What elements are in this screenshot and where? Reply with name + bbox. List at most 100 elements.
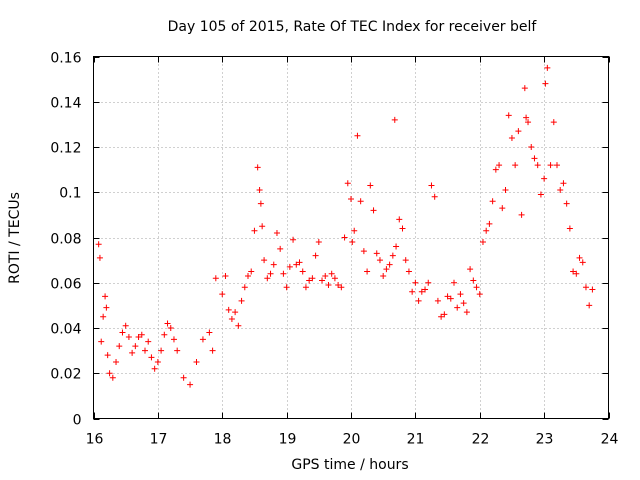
data-point (566, 225, 573, 232)
data-point (425, 279, 432, 286)
data-point (476, 291, 483, 298)
data-point (576, 254, 583, 261)
data-point (235, 322, 242, 329)
data-point (280, 270, 287, 277)
x-tick-label: 24 (601, 432, 619, 448)
data-point (541, 175, 548, 182)
data-point (589, 286, 596, 293)
data-point (389, 252, 396, 259)
data-point (319, 277, 326, 284)
points-layer (95, 64, 596, 388)
data-point (544, 64, 551, 71)
data-point (348, 196, 354, 203)
data-point (138, 331, 145, 338)
data-point (119, 329, 126, 336)
data-point (95, 241, 102, 248)
data-point (228, 315, 235, 322)
data-point (98, 338, 105, 345)
data-point (148, 354, 155, 361)
data-point (418, 288, 425, 295)
data-point (399, 225, 406, 232)
data-point (523, 114, 530, 121)
data-point (164, 320, 171, 327)
data-point (473, 284, 480, 291)
x-tick-label: 23 (536, 432, 554, 448)
data-point (557, 186, 564, 193)
data-point (454, 304, 461, 311)
data-point (554, 162, 560, 169)
data-point (467, 266, 474, 273)
data-point (309, 275, 316, 282)
data-point (499, 205, 506, 212)
data-point (259, 223, 266, 230)
data-point (560, 180, 567, 187)
data-point (116, 343, 123, 350)
y-tick-label: 0.14 (50, 96, 81, 112)
data-point (364, 268, 371, 275)
data-point (180, 374, 187, 381)
x-tick-label: 22 (472, 432, 490, 448)
data-point (512, 162, 519, 169)
data-point (351, 227, 358, 234)
data-point (232, 309, 239, 316)
data-point (322, 272, 329, 279)
data-point (222, 272, 229, 279)
data-point (434, 297, 441, 304)
data-point (570, 268, 577, 275)
data-point (486, 220, 493, 227)
data-point (463, 309, 470, 316)
data-point (393, 243, 400, 250)
data-point (122, 322, 129, 329)
data-point (277, 245, 284, 252)
data-point (96, 254, 103, 261)
x-tick-label: 19 (279, 432, 297, 448)
data-point (167, 325, 174, 331)
data-point (405, 268, 412, 275)
data-point (447, 295, 454, 302)
data-point (422, 286, 429, 293)
data-point (315, 239, 322, 246)
data-point (151, 365, 158, 372)
data-point (563, 200, 570, 207)
data-point (376, 257, 383, 264)
data-point (103, 304, 110, 311)
data-point (170, 336, 177, 343)
data-point (102, 293, 109, 300)
y-tick-label: 0.16 (50, 51, 81, 67)
data-point (109, 374, 116, 381)
data-point (360, 248, 367, 255)
data-point (367, 182, 374, 189)
data-point (264, 275, 271, 282)
data-point (460, 300, 467, 307)
data-point (142, 347, 148, 354)
data-point (254, 164, 261, 171)
data-point (505, 112, 512, 119)
y-tick-label: 0.08 (50, 232, 81, 248)
data-point (412, 279, 419, 286)
data-point (483, 227, 490, 234)
data-point (586, 302, 593, 309)
x-tick-label: 21 (407, 432, 425, 448)
x-tick-label: 18 (214, 432, 232, 448)
data-point (238, 297, 245, 304)
data-point (515, 128, 522, 135)
data-point (248, 268, 255, 275)
data-point (256, 186, 263, 193)
x-tick-label: 16 (86, 432, 104, 448)
data-point (267, 270, 274, 277)
data-point (547, 162, 554, 169)
data-point (428, 182, 435, 189)
data-point (290, 236, 297, 243)
data-point (431, 193, 438, 200)
data-point (312, 252, 319, 259)
data-point (331, 275, 338, 282)
data-point (349, 239, 356, 246)
y-axis-label: ROTI / TECUs (7, 192, 23, 284)
data-point (251, 227, 258, 234)
data-point (225, 306, 232, 313)
data-point (542, 80, 549, 87)
data-point (496, 162, 503, 169)
data-point (373, 250, 380, 257)
data-point (380, 272, 387, 279)
